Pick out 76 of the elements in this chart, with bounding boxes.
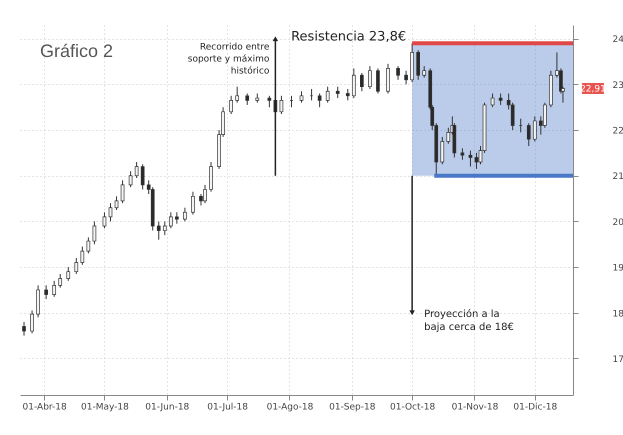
candlestick <box>440 136 444 165</box>
candlestick <box>346 88 350 101</box>
candlestick <box>162 220 167 236</box>
annotation: Resistencia 23,8€ <box>291 29 406 44</box>
candlestick <box>80 246 84 266</box>
text: Gráfico 2 <box>40 41 114 61</box>
y-tick-label: 22 <box>612 126 623 137</box>
candlestick <box>128 170 132 188</box>
y-tick-label: 19 <box>612 264 623 274</box>
x-tick-label: 01-Nov-18 <box>452 402 499 412</box>
candlestick <box>92 220 96 245</box>
candlestick <box>526 122 531 147</box>
x-tick-label: 01-Ago-18 <box>266 402 314 412</box>
candlestick <box>368 66 372 90</box>
x-tick-label: 01-Oct-18 <box>390 402 436 412</box>
candlestick <box>386 63 390 94</box>
candlestick <box>120 180 124 204</box>
candlestick <box>30 310 34 334</box>
candlestick <box>191 191 195 216</box>
candlestick <box>498 93 502 106</box>
y-tick-label: 18 <box>612 309 623 320</box>
candlestick <box>245 93 250 106</box>
y-tick-label: 23 <box>612 80 623 91</box>
candlestick <box>422 66 426 78</box>
x-tick-label: 01-Jun-18 <box>145 402 190 412</box>
x-tick-label: 01-Dic-18 <box>513 402 558 412</box>
y-tick-label: 20 <box>612 218 623 228</box>
annotation: Proyección a la baja cerca de 18€ <box>424 308 514 333</box>
candlestick <box>396 66 400 80</box>
candlestick <box>468 150 472 168</box>
candlestick <box>280 95 284 115</box>
candlestick <box>532 116 537 142</box>
candlestick <box>376 68 380 94</box>
candlestick <box>66 266 70 282</box>
candlestick <box>203 184 207 204</box>
x-tick-label: 01-Jul-18 <box>207 402 248 412</box>
annotation: Recorrido entre soporte y máximo histórico <box>188 42 270 77</box>
candlestick <box>52 280 56 298</box>
candlestick <box>510 102 515 131</box>
x-tick-label: 01-Sep-18 <box>329 402 376 412</box>
candlestick <box>229 95 233 115</box>
y-tick-label: 24 <box>612 35 623 46</box>
candlestick <box>175 212 179 224</box>
y-tick-label: 21 <box>612 172 623 182</box>
candlestick <box>255 93 260 104</box>
candlestick <box>44 284 48 300</box>
candlestick <box>360 72 364 92</box>
candlestick <box>114 196 118 210</box>
x-tick-label: 01-May-18 <box>81 402 130 412</box>
candlestick <box>235 86 240 104</box>
candlestick <box>416 50 420 80</box>
candlestick <box>318 93 322 108</box>
candlestick <box>352 68 356 99</box>
candlestick <box>326 86 330 104</box>
candlestick <box>460 148 464 160</box>
candlestick <box>140 164 145 190</box>
candlestick <box>474 152 478 170</box>
candlestick <box>108 202 112 222</box>
candlestick <box>86 236 90 254</box>
candlestick <box>490 93 494 108</box>
candlestick <box>74 257 78 274</box>
candlestick <box>183 207 187 222</box>
candlestick <box>300 90 304 104</box>
candlestick <box>58 273 62 288</box>
y-tick-label: 17 <box>612 354 623 365</box>
candlestick <box>156 220 161 240</box>
candlestick <box>134 162 138 179</box>
candlestick <box>209 162 213 192</box>
candlestick <box>404 70 408 85</box>
candlestick <box>168 212 173 229</box>
candlestick <box>446 127 450 144</box>
x-tick-label: 01-Abr-18 <box>22 402 67 412</box>
candlestick <box>268 95 272 108</box>
candlestick <box>102 212 106 229</box>
candlestick <box>22 321 26 336</box>
candlestick <box>336 86 340 99</box>
